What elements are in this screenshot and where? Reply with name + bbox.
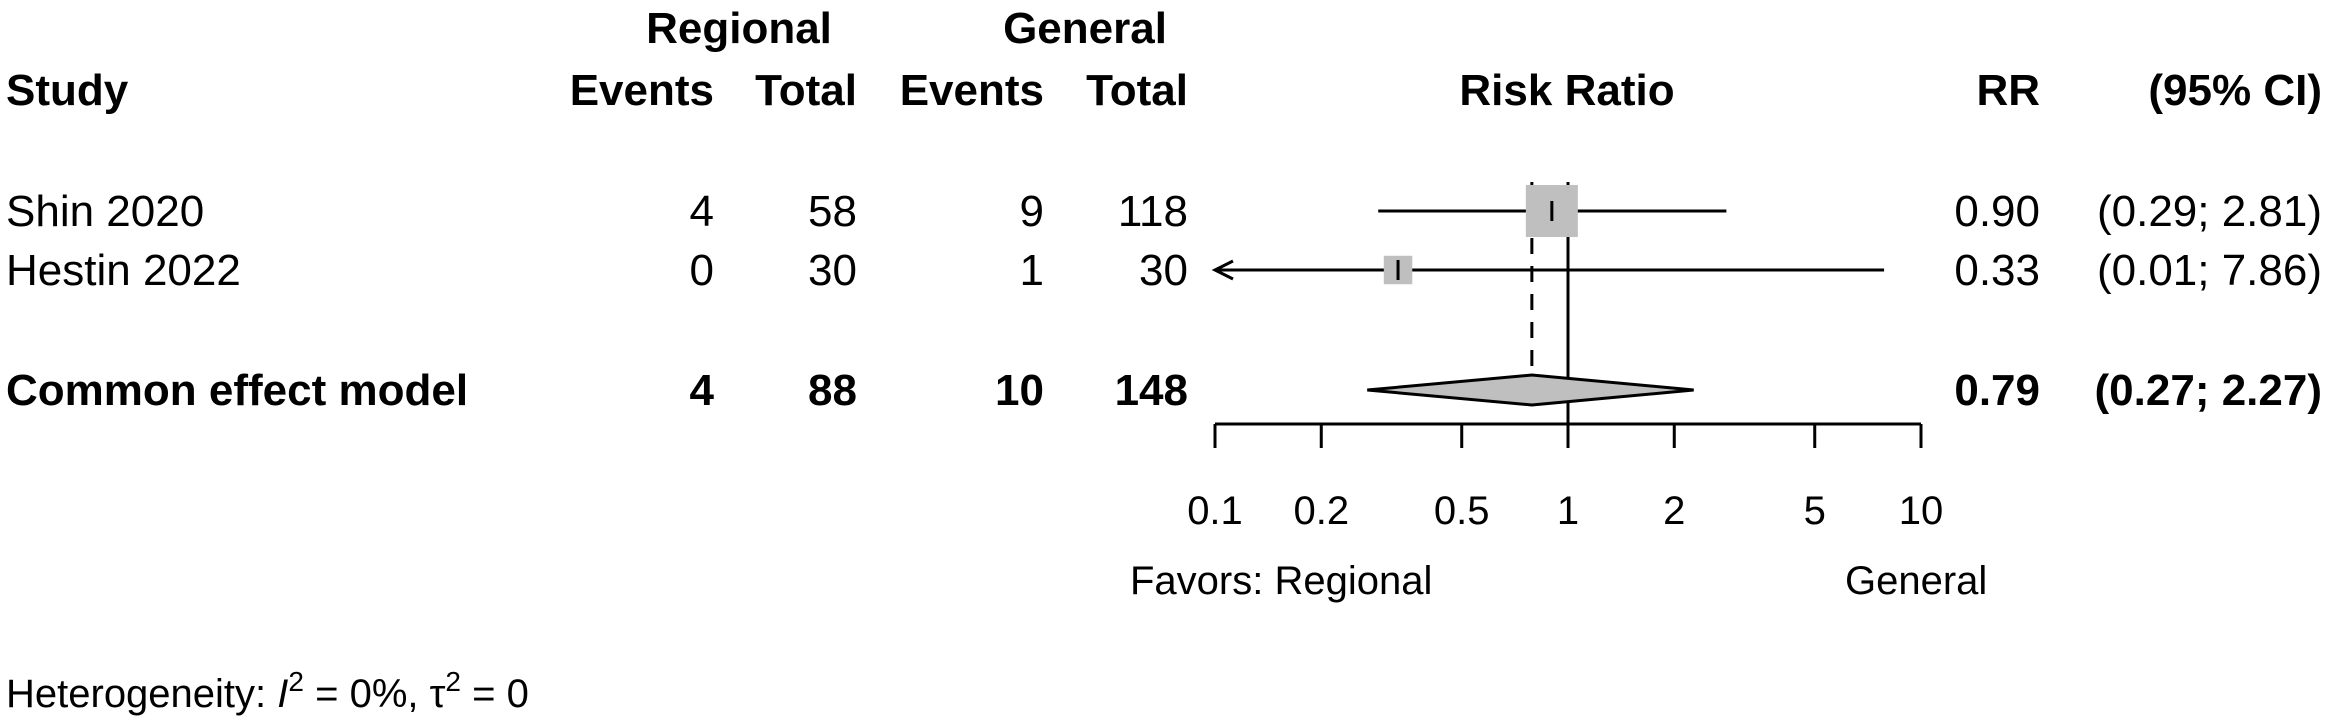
favors-right-label: General [1845,559,1987,603]
col-header-rr: RR [1976,66,2040,115]
study-ctrl-events: 1 [1020,246,1044,295]
study-exp-events: 4 [690,187,714,236]
study-exp-events: 0 [690,246,714,295]
header-regional: Regional [646,4,832,53]
study-ctrl-total: 118 [1118,187,1188,236]
study-ci: (0.01; 7.86) [2097,246,2322,295]
pooled-ctrl-events: 10 [995,366,1044,415]
pooled-ci: (0.27; 2.27) [2095,366,2322,415]
pooled-ctrl-total: 148 [1115,366,1188,415]
pooled-exp-total: 88 [808,366,857,415]
x-tick-label: 10 [1899,489,1944,533]
col-header-exp-total: Total [755,66,857,115]
i2-symbol: I [277,672,288,716]
study-ci: (0.29; 2.81) [2097,187,2322,236]
col-header-risk-ratio: Risk Ratio [1459,66,1674,115]
study-ctrl-events: 9 [1020,187,1044,236]
tau-value: = 0 [461,672,529,716]
x-tick-label: 2 [1663,489,1685,533]
col-header-ctrl-total: Total [1086,66,1188,115]
study-exp-total: 58 [808,187,857,236]
pooled-diamond [1367,373,1694,407]
col-header-ci: (95% CI) [2148,66,2322,115]
x-tick-label: 5 [1804,489,1826,533]
tau-superscript: 2 [445,666,461,697]
study-rr: 0.90 [1954,187,2040,236]
study-rr: 0.33 [1954,246,2040,295]
i2-value: = 0%, [304,672,430,716]
plot-area: 0.1 0.2 0.5 1 2 5 10 [1187,182,1943,533]
x-tick-label: 0.5 [1434,489,1490,533]
x-tick-label: 1 [1557,489,1579,533]
col-header-ctrl-events: Events [900,66,1044,115]
ci-arrow [1211,259,1234,281]
col-header-exp-events: Events [570,66,714,115]
i2-superscript: 2 [288,666,304,697]
favors-left-label: Favors: Regional [1130,559,1432,603]
study-name: Shin 2020 [6,187,204,236]
heterogeneity-prefix: Heterogeneity: [6,672,277,716]
header-general: General [1003,4,1167,53]
study-ctrl-total: 30 [1139,246,1188,295]
pooled-label: Common effect model [6,366,468,415]
study-name: Hestin 2022 [6,246,241,295]
heterogeneity-note: Heterogeneity: I2 = 0%, τ2 = 0 [6,666,529,716]
pooled-rr: 0.79 [1954,366,2040,415]
pooled-exp-events: 4 [690,366,715,415]
col-header-study: Study [6,66,129,115]
x-tick-label: 0.1 [1187,489,1243,533]
x-tick-label: 0.2 [1293,489,1349,533]
study-exp-total: 30 [808,246,857,295]
tau-symbol: τ [430,672,446,716]
